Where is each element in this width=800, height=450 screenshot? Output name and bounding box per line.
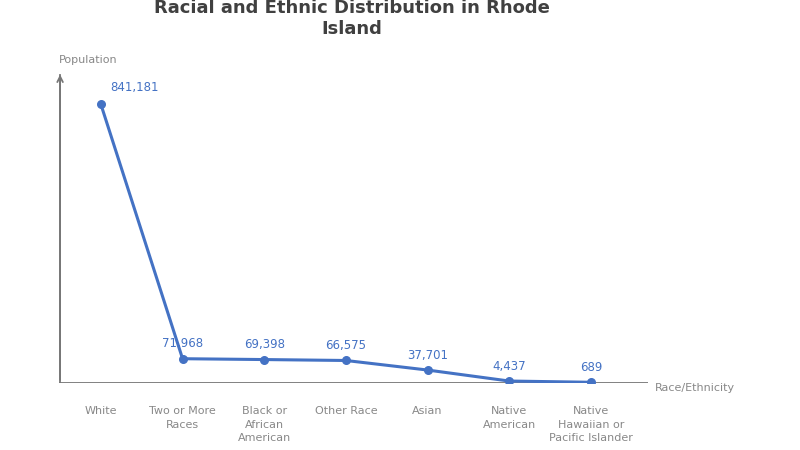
- Text: 689: 689: [580, 361, 602, 374]
- Title: Racial and Ethnic Distribution in Rhode
Island: Racial and Ethnic Distribution in Rhode …: [154, 0, 550, 37]
- Point: [94, 101, 107, 108]
- Text: 37,701: 37,701: [407, 349, 448, 362]
- Text: White: White: [85, 406, 117, 416]
- Text: 66,575: 66,575: [326, 339, 366, 352]
- Point: [585, 378, 598, 386]
- Point: [258, 356, 270, 363]
- Text: 4,437: 4,437: [492, 360, 526, 373]
- Text: Black or
African
American: Black or African American: [238, 406, 291, 443]
- Point: [339, 357, 352, 364]
- Text: Asian: Asian: [412, 406, 442, 416]
- Text: Native
Hawaiian or
Pacific Islander: Native Hawaiian or Pacific Islander: [549, 406, 633, 443]
- Text: Other Race: Other Race: [314, 406, 377, 416]
- Text: 69,398: 69,398: [244, 338, 285, 351]
- Text: 841,181: 841,181: [110, 81, 159, 94]
- Text: Population: Population: [58, 55, 117, 65]
- Text: Native
American: Native American: [482, 406, 536, 429]
- Text: Two or More
Races: Two or More Races: [149, 406, 216, 429]
- Text: Race/Ethnicity: Race/Ethnicity: [654, 383, 734, 393]
- Point: [502, 378, 515, 385]
- Text: 71,968: 71,968: [162, 338, 203, 351]
- Point: [176, 355, 189, 362]
- Point: [421, 366, 434, 373]
